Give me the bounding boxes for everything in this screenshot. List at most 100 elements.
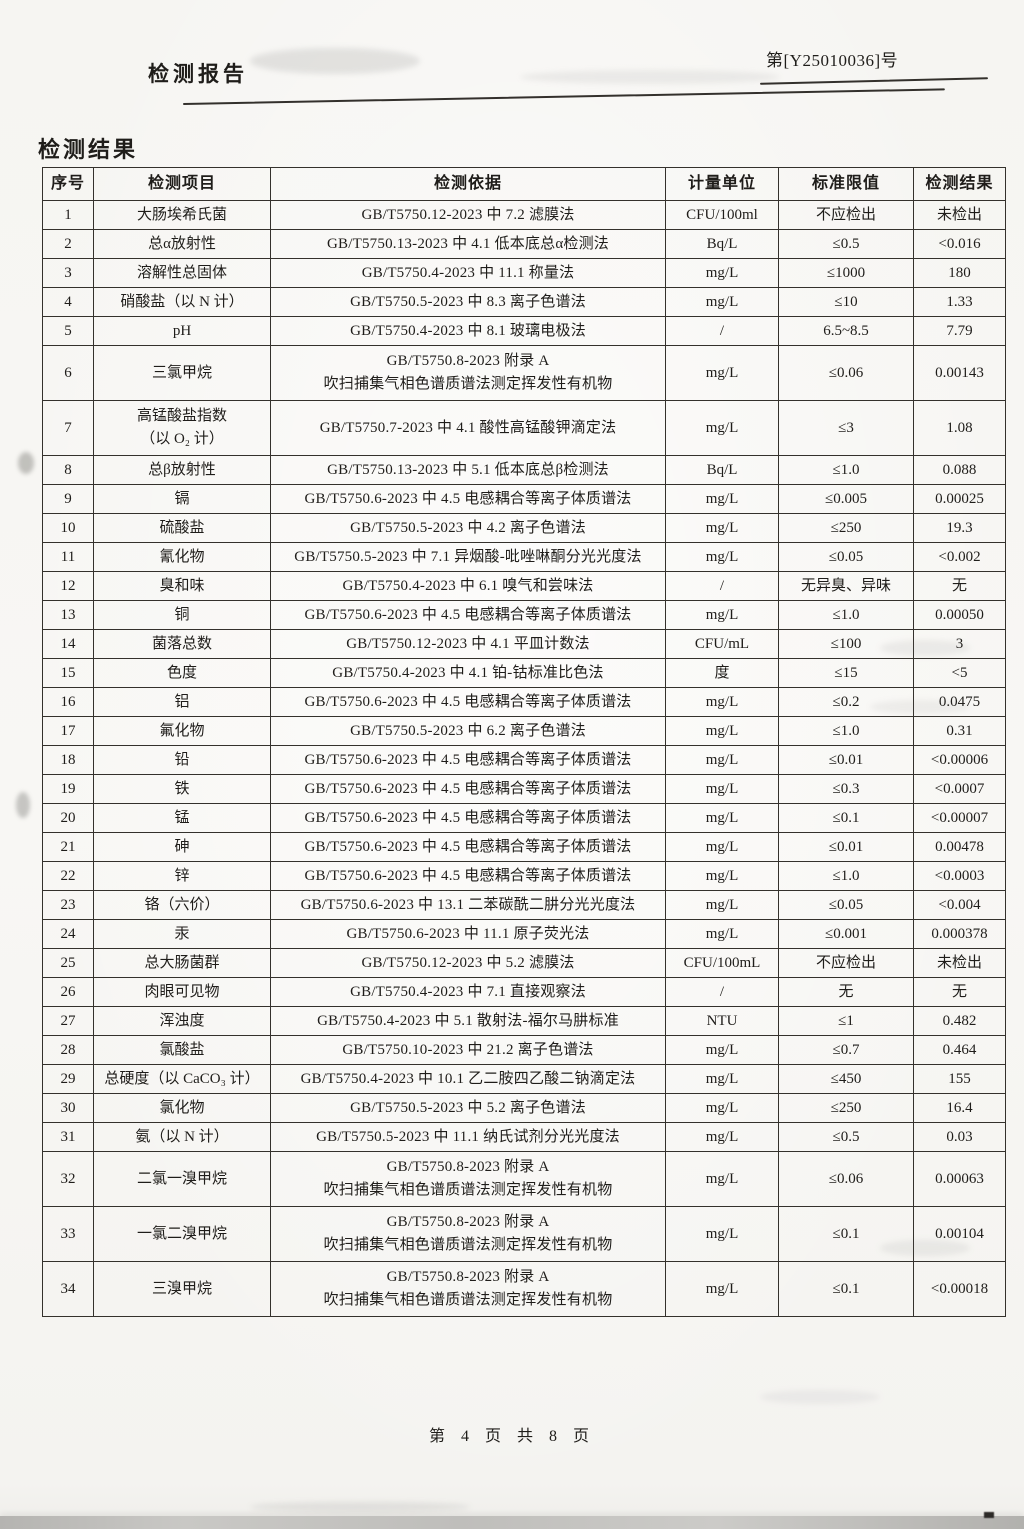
cell-basis: GB/T5750.10-2023 中 21.2 离子色谱法: [270, 1035, 666, 1065]
table-row: 24 汞 GB/T5750.6-2023 中 11.1 原子荧光法 mg/L ≤0.00…: [42, 919, 1006, 949]
cell-result: <0.00007: [913, 803, 1006, 833]
table-header-row: 序号 检测项目 检测依据 计量单位 标准限值 检测结果: [42, 167, 1006, 201]
scan-edge-strip: [0, 1516, 1024, 1529]
cell-limit: ≤0.005: [778, 484, 914, 514]
cell-limit: ≤450: [778, 1064, 914, 1094]
cell-unit: 度: [665, 658, 779, 688]
cell-result: <0.0007: [913, 774, 1006, 804]
table-row: 17 氟化物 GB/T5750.5-2023 中 6.2 离子色谱法 mg/L ≤1.0…: [42, 716, 1006, 746]
cell-no: 31: [42, 1122, 94, 1152]
table-row: 18 铅 GB/T5750.6-2023 中 4.5 电感耦合等离子体质谱法 mg/L…: [42, 745, 1006, 775]
cell-result: 0.00063: [913, 1151, 1006, 1207]
cell-no: 17: [42, 716, 94, 746]
cell-basis: GB/T5750.6-2023 中 13.1 二苯碳酰二肼分光光度法: [270, 890, 666, 920]
cell-limit: ≤15: [778, 658, 914, 688]
cell-item: 总β放射性: [93, 455, 271, 485]
cell-unit: mg/L: [665, 1035, 779, 1065]
cell-no: 6: [42, 345, 94, 401]
column-header: 计量单位: [665, 167, 779, 201]
cell-no: 22: [42, 861, 94, 891]
cell-item: 氰化物: [93, 542, 271, 572]
page-footer: 第 4 页 共 8 页: [0, 1422, 1024, 1446]
cell-result: 0.03: [913, 1122, 1006, 1152]
cell-unit: mg/L: [665, 1261, 779, 1317]
table-row: 28 氯酸盐 GB/T5750.10-2023 中 21.2 离子色谱法 mg/L ≤0…: [42, 1035, 1006, 1065]
cell-limit: ≤250: [778, 513, 914, 543]
cell-limit: 无: [778, 977, 914, 1007]
table-row: 32 二氯一溴甲烷 GB/T5750.8-2023 附录 A 吹扫捕集气相色谱质谱法…: [42, 1151, 1006, 1207]
cell-result: 0.000378: [913, 919, 1006, 949]
cell-result: 0.482: [913, 1006, 1006, 1036]
cell-item: 氯酸盐: [93, 1035, 271, 1065]
cell-limit: ≤1: [778, 1006, 914, 1036]
cell-basis: GB/T5750.4-2023 中 11.1 称量法: [270, 258, 666, 288]
header-underline-long: [182, 88, 945, 105]
cell-limit: ≤0.1: [778, 1261, 914, 1317]
results-table: 序号 检测项目 检测依据 计量单位 标准限值 检测结果 1 大肠埃希氏菌 GB/T5750.1…: [42, 167, 1006, 1317]
cell-basis: GB/T5750.4-2023 中 5.1 散射法-福尔马肼标准: [270, 1006, 666, 1036]
column-header: 检测依据: [270, 167, 666, 201]
table-row: 12 臭和味 GB/T5750.4-2023 中 6.1 嗅气和尝味法 / 无异臭、异味…: [42, 571, 1006, 601]
cell-result: 7.79: [913, 316, 1006, 346]
cell-basis: GB/T5750.5-2023 中 8.3 离子色谱法: [270, 287, 666, 317]
cell-basis: GB/T5750.6-2023 中 4.5 电感耦合等离子体质谱法: [270, 687, 666, 717]
cell-limit: ≤0.3: [778, 774, 914, 804]
cell-limit: 不应检出: [778, 200, 914, 230]
cell-limit: ≤0.2: [778, 687, 914, 717]
cell-item: 硝酸盐（以 N 计）: [93, 287, 271, 317]
cell-no: 1: [42, 200, 94, 230]
cell-limit: ≤0.01: [778, 832, 914, 862]
table-row: 27 浑浊度 GB/T5750.4-2023 中 5.1 散射法-福尔马肼标准 NTU…: [42, 1006, 1006, 1036]
cell-result: 0.00478: [913, 832, 1006, 862]
cell-limit: ≤0.01: [778, 745, 914, 775]
table-row: 14 菌落总数 GB/T5750.12-2023 中 4.1 平皿计数法 CFU/mL…: [42, 629, 1006, 659]
cell-no: 15: [42, 658, 94, 688]
cell-basis: GB/T5750.4-2023 中 8.1 玻璃电极法: [270, 316, 666, 346]
table-row: 33 一氯二溴甲烷 GB/T5750.8-2023 附录 A 吹扫捕集气相色谱质谱法…: [42, 1206, 1006, 1262]
cell-basis: GB/T5750.13-2023 中 5.1 低本底总β检测法: [270, 455, 666, 485]
cell-basis: GB/T5750.5-2023 中 11.1 纳氏试剂分光光度法: [270, 1122, 666, 1152]
cell-result: <0.016: [913, 229, 1006, 259]
cell-basis: GB/T5750.8-2023 附录 A 吹扫捕集气相色谱质谱法测定挥发性有机物: [270, 1206, 666, 1262]
cell-unit: mg/L: [665, 803, 779, 833]
binder-mark: [18, 452, 34, 474]
cell-basis: GB/T5750.8-2023 附录 A 吹扫捕集气相色谱质谱法测定挥发性有机物: [270, 1261, 666, 1317]
cell-result: <0.00018: [913, 1261, 1006, 1317]
cell-basis: GB/T5750.6-2023 中 4.5 电感耦合等离子体质谱法: [270, 774, 666, 804]
table-row: 8 总β放射性 GB/T5750.13-2023 中 5.1 低本底总β检测法 Bq/…: [42, 455, 1006, 485]
cell-basis: GB/T5750.5-2023 中 4.2 离子色谱法: [270, 513, 666, 543]
cell-basis: GB/T5750.6-2023 中 4.5 电感耦合等离子体质谱法: [270, 600, 666, 630]
cell-limit: ≤1.0: [778, 600, 914, 630]
cell-basis: GB/T5750.5-2023 中 5.2 离子色谱法: [270, 1093, 666, 1123]
scan-artifact: [760, 1390, 880, 1404]
cell-unit: CFU/mL: [665, 629, 779, 659]
cell-no: 5: [42, 316, 94, 346]
cell-no: 18: [42, 745, 94, 775]
cell-unit: mg/L: [665, 258, 779, 288]
cell-no: 29: [42, 1064, 94, 1094]
cell-item: 肉眼可见物: [93, 977, 271, 1007]
table-row: 21 砷 GB/T5750.6-2023 中 4.5 电感耦合等离子体质谱法 mg/L…: [42, 832, 1006, 862]
cell-item: 总大肠菌群: [93, 948, 271, 978]
cell-result: 0.088: [913, 455, 1006, 485]
cell-no: 26: [42, 977, 94, 1007]
cell-no: 27: [42, 1006, 94, 1036]
cell-unit: mg/L: [665, 919, 779, 949]
cell-result: <0.00006: [913, 745, 1006, 775]
cell-no: 23: [42, 890, 94, 920]
table-header: 序号 检测项目 检测依据 计量单位 标准限值 检测结果: [42, 167, 1006, 201]
cell-limit: ≤1.0: [778, 455, 914, 485]
cell-result: 1.33: [913, 287, 1006, 317]
column-header: 检测项目: [93, 167, 271, 201]
header-underline-short: [760, 77, 988, 85]
table-row: 7 高锰酸盐指数 （以 O₂ 计） GB/T5750.7-2023 中 4.1 酸性…: [42, 400, 1006, 456]
cell-limit: 无异臭、异味: [778, 571, 914, 601]
cell-basis: GB/T5750.4-2023 中 4.1 铂-钴标准比色法: [270, 658, 666, 688]
cell-unit: /: [665, 977, 779, 1007]
cell-limit: ≤10: [778, 287, 914, 317]
cell-unit: mg/L: [665, 716, 779, 746]
cell-basis: GB/T5750.6-2023 中 11.1 原子荧光法: [270, 919, 666, 949]
cell-no: 32: [42, 1151, 94, 1207]
cell-limit: ≤0.1: [778, 1206, 914, 1262]
cell-unit: mg/L: [665, 774, 779, 804]
